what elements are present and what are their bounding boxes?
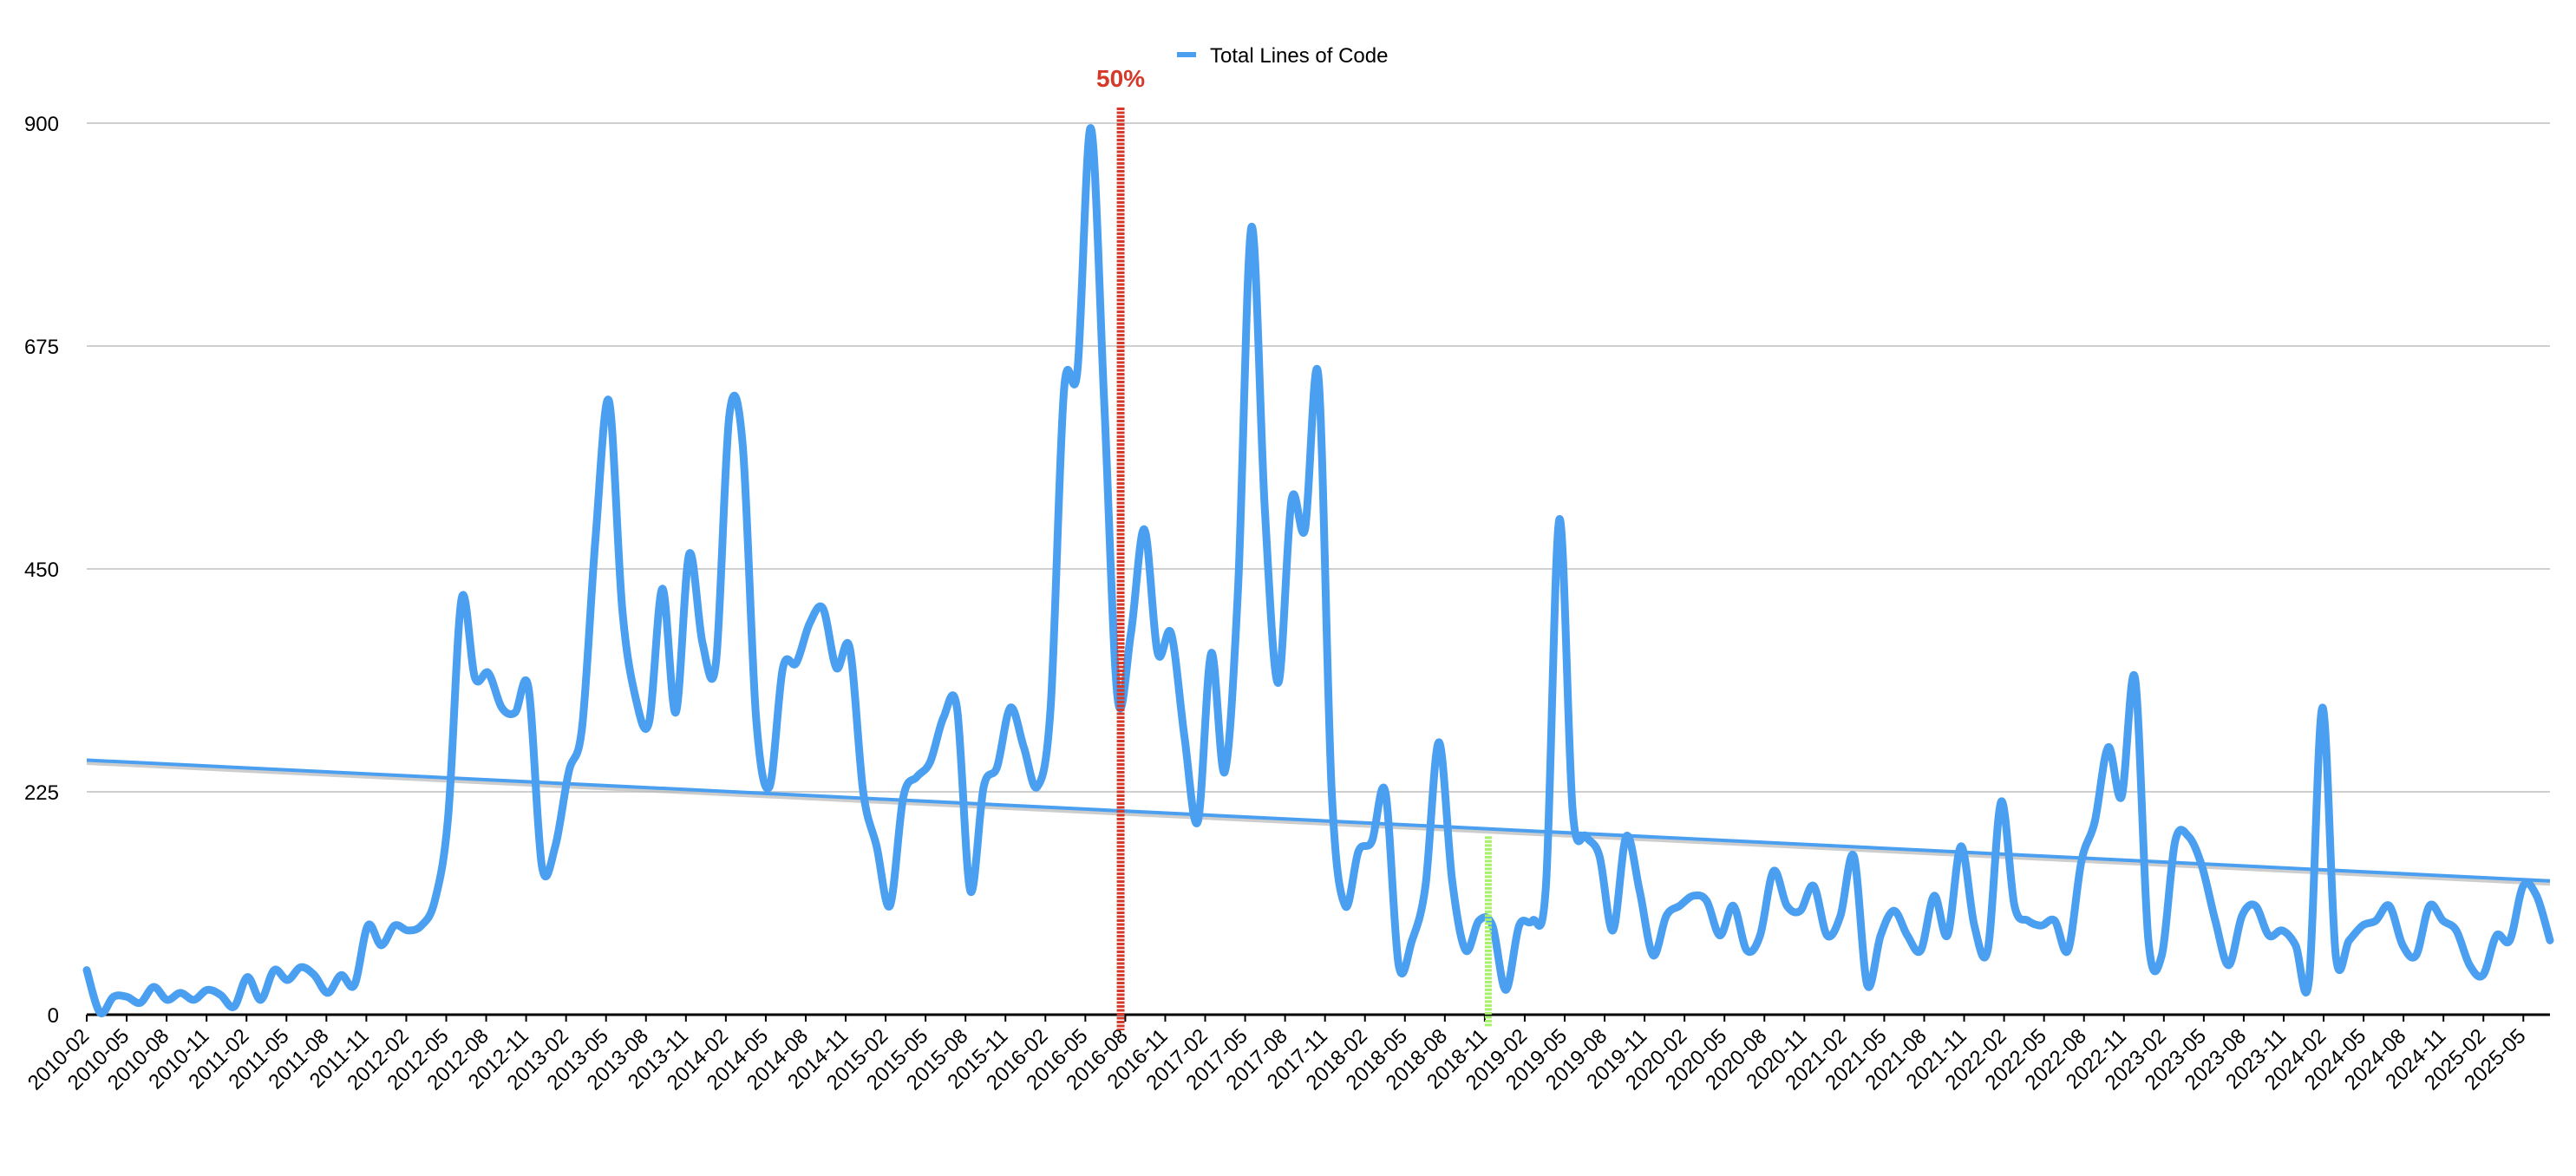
x-axis-ticks: 2010-022010-052010-082010-112011-022011-… [23,1015,2531,1095]
y-tick-label: 450 [24,559,59,582]
trendline-line [86,758,2551,883]
y-tick-label: 675 [24,336,59,359]
y-axis-ticks: 0 225 450 675 900 [24,113,59,1028]
series-line-0 [82,124,2554,1018]
annotations: 50% [1096,65,1492,1030]
y-tick-label: 900 [24,113,59,136]
y-tick-label: 0 [48,1004,59,1028]
trendline [86,758,2551,886]
series-lines [82,124,2554,1018]
trendline-shadow [86,760,2551,886]
annotation-label: 50% [1096,65,1145,92]
y-tick-label: 225 [24,781,59,805]
legend-label: Total Lines of Code [1210,44,1388,68]
legend: Total Lines of Code [1177,44,1388,68]
